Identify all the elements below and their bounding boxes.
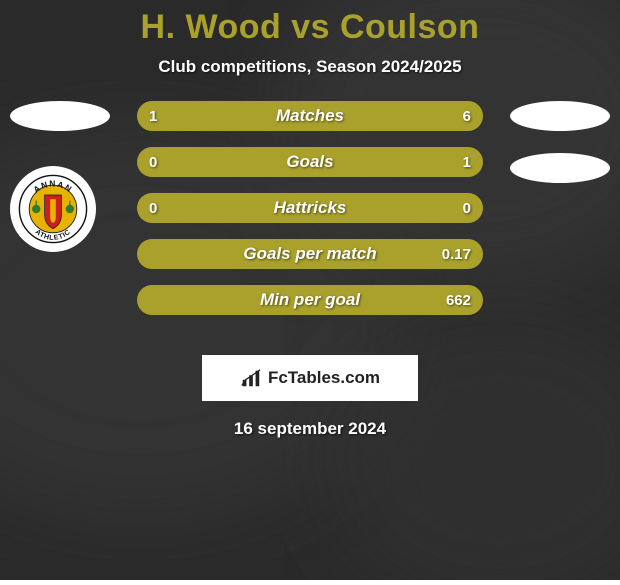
right-club-placeholder-icon xyxy=(510,153,610,183)
stat-bars: 16Matches 01Goals 00Hattricks 0.17Goals per… xyxy=(137,101,483,315)
stat-label: Hattricks xyxy=(137,193,483,223)
content-root: H. Wood vs Coulson Club competitions, Se… xyxy=(0,0,620,580)
stat-label: Matches xyxy=(137,101,483,131)
stat-label: Goals per match xyxy=(137,239,483,269)
comparison-area: ANNANATHLETIC 16Matches 01Goals 00Hattrick… xyxy=(0,101,620,331)
stat-label: Goals xyxy=(137,147,483,177)
left-club-crest-icon: ANNANATHLETIC xyxy=(10,166,96,252)
brand-text: FcTables.com xyxy=(268,368,380,388)
stat-bar: 16Matches xyxy=(137,101,483,131)
date-label: 16 september 2024 xyxy=(0,419,620,439)
brand-badge: FcTables.com xyxy=(202,355,418,401)
right-player-placeholder-icon xyxy=(510,101,610,131)
page-title: H. Wood vs Coulson xyxy=(0,0,620,47)
stat-label: Min per goal xyxy=(137,285,483,315)
stat-bar: 01Goals xyxy=(137,147,483,177)
bar-chart-icon xyxy=(240,367,262,389)
stat-bar: 0.17Goals per match xyxy=(137,239,483,269)
subtitle: Club competitions, Season 2024/2025 xyxy=(0,57,620,77)
stat-bar: 00Hattricks xyxy=(137,193,483,223)
left-player-placeholder-icon xyxy=(10,101,110,131)
stat-bar: 662Min per goal xyxy=(137,285,483,315)
